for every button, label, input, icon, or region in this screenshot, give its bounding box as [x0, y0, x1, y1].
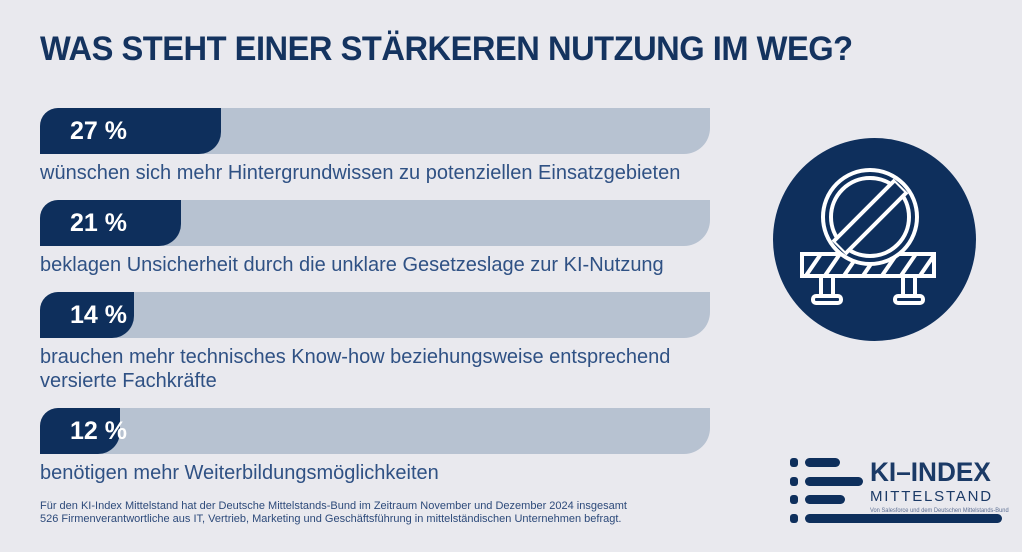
bar-fill: 27 % — [40, 108, 221, 154]
logo-dot-icon — [790, 458, 798, 467]
logo-dot-icon — [790, 495, 798, 504]
logo-dot-icon — [790, 513, 798, 523]
page-title: WAS STEHT EINER STÄRKEREN NUTZUNG IM WEG… — [40, 30, 853, 68]
bar-value-label: 14 % — [70, 301, 127, 329]
bar-track: 12 % — [40, 408, 710, 454]
bar-row: 21 % beklagen Unsicherheit durch die unk… — [40, 200, 710, 277]
logo-mark-row — [790, 476, 1002, 486]
logo-bar-icon — [805, 495, 845, 504]
logo-tagline: Von Salesforce und dem Deutschen Mittels… — [870, 507, 1009, 514]
bar-row: 14 % brauchen mehr technisches Know-how … — [40, 292, 710, 393]
bar-track: 14 % — [40, 292, 710, 338]
logo-dot-icon — [790, 476, 798, 486]
bar-fill: 21 % — [40, 200, 181, 246]
bar-description: benötigen mehr Weiterbildungsmöglichkeit… — [40, 462, 439, 484]
bar-track: 21 % — [40, 200, 710, 246]
logo-subtitle: MITTELSTAND — [870, 488, 993, 505]
bar-value-label: 21 % — [70, 209, 127, 237]
logo-title: KI–INDEX — [870, 457, 991, 487]
bar-value-label: 12 % — [70, 417, 127, 445]
ki-index-mittelstand-logo: KI–INDEX MITTELSTAND Von Salesforce und … — [790, 457, 1009, 530]
bar-fill: 12 % — [40, 408, 127, 454]
logo-bar-icon — [805, 458, 840, 467]
bar-value-label: 27 % — [70, 117, 127, 145]
bar-track: 27 % — [40, 108, 710, 154]
bar-row: 27 % wünschen sich mehr Hintergrundwisse… — [40, 108, 710, 185]
bar-fill: 14 % — [40, 292, 134, 338]
footnote: Für den KI-Index Mittelstand hat der Deu… — [40, 500, 627, 525]
bar-description: wünschen sich mehr Hintergrundwissen zu … — [40, 162, 681, 184]
logo-mark-row — [790, 495, 1002, 504]
bar-row: 12 % benötigen mehr Weiterbildungsmöglic… — [40, 408, 710, 485]
logo-bar-icon — [805, 476, 863, 486]
logo-bar-icon — [805, 513, 1002, 523]
bar-chart: 27 % wünschen sich mehr Hintergrundwisse… — [40, 108, 710, 526]
bar-description: beklagen Unsicherheit durch die unklare … — [40, 254, 664, 276]
logo-text: KI–INDEX MITTELSTAND Von Salesforce und … — [870, 457, 1009, 515]
no-entry-roadblock-icon — [773, 138, 976, 341]
roadblock-badge — [773, 138, 976, 341]
logo-mark-row — [790, 458, 1002, 467]
logo-mark-row — [790, 513, 1002, 523]
bar-description: brauchen mehr technisches Know-how bezie… — [40, 346, 671, 392]
